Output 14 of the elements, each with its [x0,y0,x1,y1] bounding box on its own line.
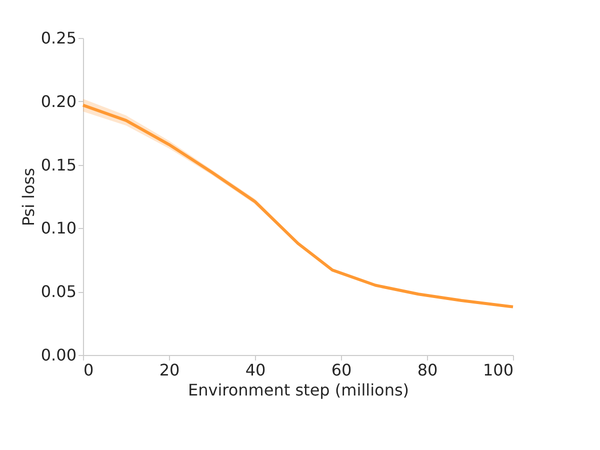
x-tick-label: 20 [159,360,180,380]
y-axis-title: Psi loss [18,168,38,226]
y-tick-label: 0.25 [40,28,76,48]
x-tick-label: 100 [482,360,514,380]
y-tick-label: 0.00 [40,346,76,364]
y-tick-label: 0.20 [40,92,76,111]
x-axis-title: Environment step (millions) [188,380,410,400]
x-tick-label: 0 [84,360,94,380]
y-tick-label: 0.05 [40,282,76,302]
x-tick-label: 40 [245,360,266,380]
y-tick-label: 0.10 [40,218,76,238]
x-tick-label: 80 [417,360,438,380]
x-tick-label: 60 [331,360,352,380]
y-tick-label: 0.15 [40,155,76,174]
